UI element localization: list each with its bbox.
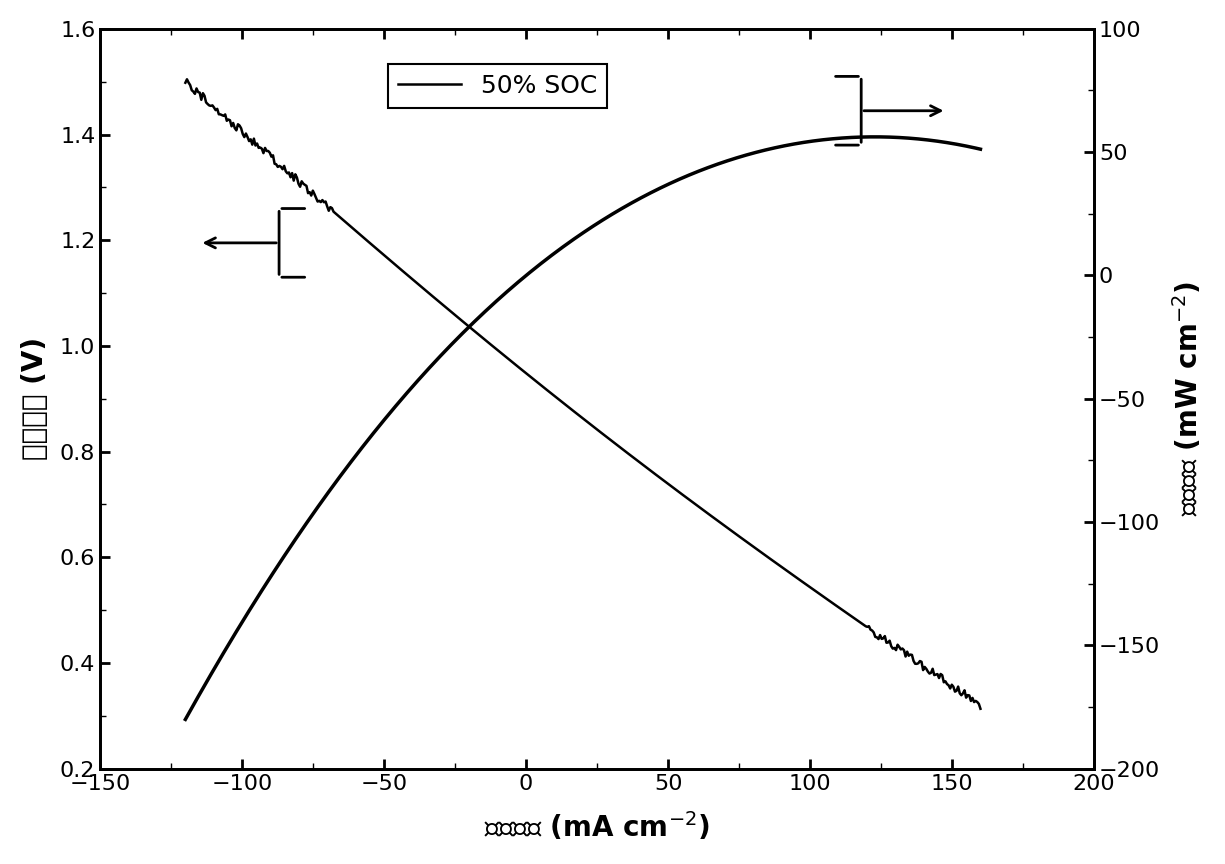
- 50% SOC: [180, 74, 195, 85]
- Y-axis label: 功率密度 (mW cm$^{-2}$): 功率密度 (mW cm$^{-2}$): [1171, 282, 1204, 517]
- 50% SOC: [832, 602, 846, 613]
- Line: 50% SOC: 50% SOC: [185, 137, 980, 720]
- 50% SOC: [562, 403, 577, 413]
- 50% SOC: [556, 242, 571, 252]
- 50% SOC: [829, 133, 844, 143]
- 50% SOC: [973, 144, 987, 155]
- 50% SOC: [956, 140, 970, 150]
- 50% SOC: [610, 440, 625, 450]
- X-axis label: 电流密度 (mA cm$^{-2}$): 电流密度 (mA cm$^{-2}$): [484, 810, 710, 843]
- 50% SOC: [560, 238, 575, 249]
- 50% SOC: [178, 715, 192, 725]
- 50% SOC: [652, 184, 666, 194]
- 50% SOC: [653, 473, 668, 483]
- Line: 50% SOC: 50% SOC: [185, 79, 980, 708]
- 50% SOC: [956, 689, 970, 699]
- 50% SOC: [869, 131, 883, 142]
- 50% SOC: [557, 399, 572, 410]
- 50% SOC: [609, 207, 624, 218]
- Y-axis label: 电池电压 (V): 电池电压 (V): [21, 337, 49, 461]
- 50% SOC: [973, 703, 987, 714]
- Legend: 50% SOC: 50% SOC: [388, 64, 608, 107]
- 50% SOC: [178, 78, 192, 88]
